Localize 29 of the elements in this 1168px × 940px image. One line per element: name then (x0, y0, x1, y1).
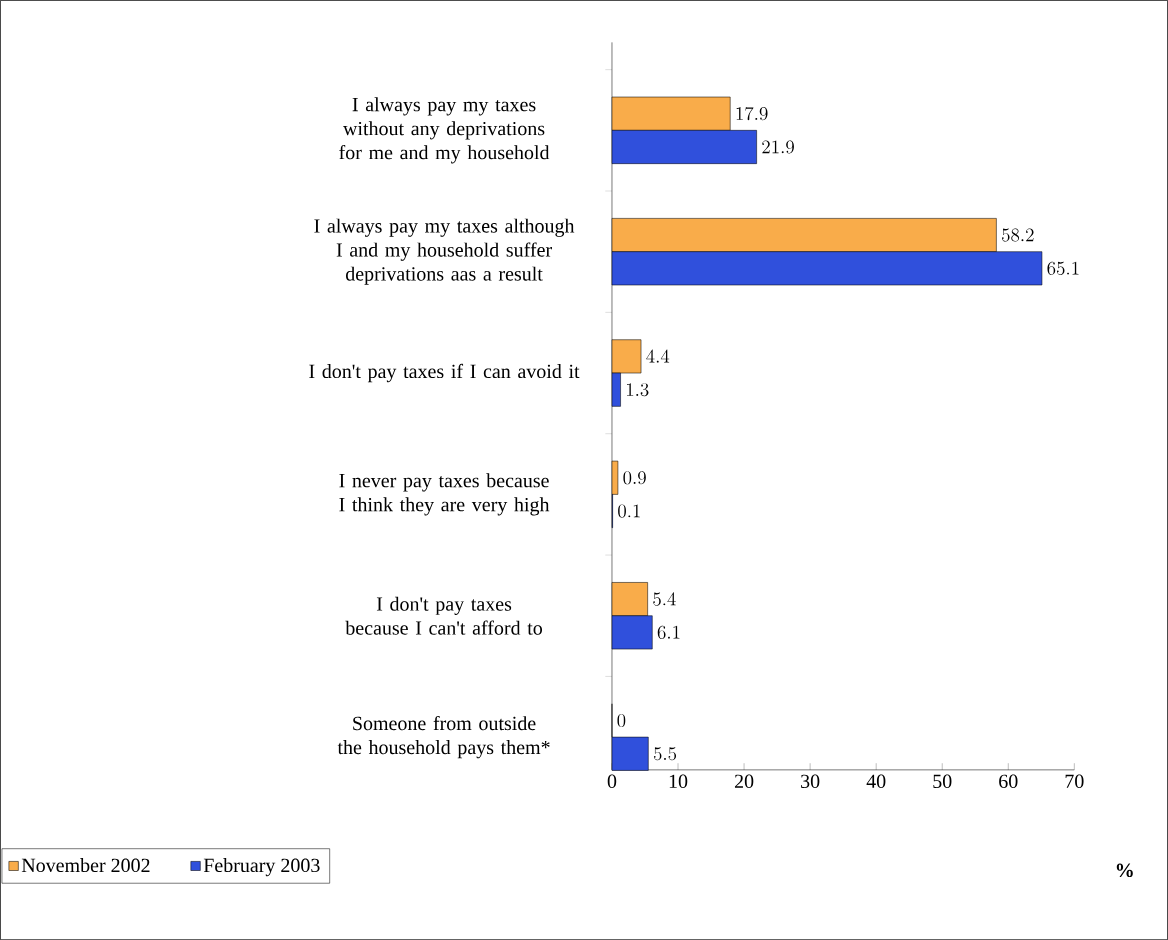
x-tick-label: 40 (866, 774, 886, 788)
data-label: 4.4 (646, 349, 670, 363)
x-tick-label: 0 (607, 774, 617, 788)
y-tick-label: I always pay my taxes although I and my household suffer deprivations aas a result (314, 218, 575, 285)
data-label: 1 .3 (627, 383, 649, 397)
y-tick-label: Someone from outside the household pays them* (337, 715, 550, 759)
x-tick-label: 30 (801, 774, 820, 788)
data-label: 0. 1 (618, 504, 640, 518)
x-tick-label: 50 (933, 774, 952, 788)
data-label: 17.9 (736, 106, 768, 121)
x-axis-title: % (1116, 863, 1133, 877)
legend-label: November 2002 (21, 857, 150, 873)
data-label: 65. 1 (1047, 261, 1079, 275)
x-tick-label: 10 (669, 774, 688, 788)
data-label: 0 (617, 713, 626, 727)
y-tick-label: I always pay my taxes without any deprivations for me and my household (339, 97, 550, 164)
data-label: 21 .9 (762, 140, 794, 154)
y-tick-label: I never pay taxes because I think they are very high (339, 473, 550, 516)
y-tick-label: I don't pay taxes if I can avoid it (309, 363, 580, 383)
legend-label: February 2003 (203, 857, 320, 877)
data-label: 5.5 (653, 747, 677, 761)
data-label: 6. 1 (657, 625, 680, 639)
x-tick-label: 20 (734, 774, 754, 788)
x-tick-label: 70 (1065, 774, 1084, 788)
data-label: 58.2 (1002, 228, 1034, 242)
data-label: 0.9 (623, 471, 646, 485)
data-label: 5.4 (653, 592, 676, 606)
y-tick-label: I don't pay taxes because I can't afford to (345, 596, 543, 635)
x-tick-label: 60 (999, 774, 1018, 788)
